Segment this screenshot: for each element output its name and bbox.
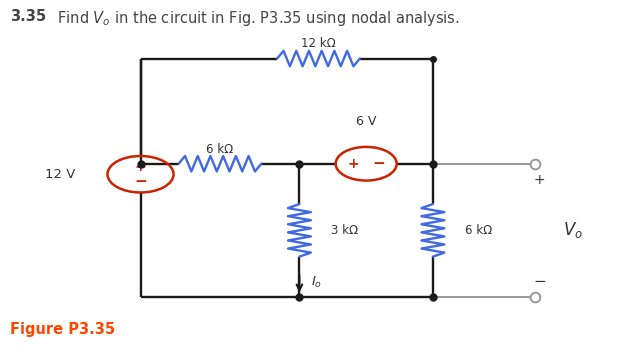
Text: −: −: [373, 156, 385, 171]
Text: 3 kΩ: 3 kΩ: [331, 224, 359, 237]
Text: 12 V: 12 V: [45, 168, 76, 181]
Text: +: +: [134, 159, 147, 174]
Text: 6 kΩ: 6 kΩ: [464, 224, 492, 237]
Text: Find $V_o$ in the circuit in Fig. P3.35 using nodal analysis.: Find $V_o$ in the circuit in Fig. P3.35 …: [48, 10, 460, 29]
Text: 6 kΩ: 6 kΩ: [206, 143, 234, 156]
Text: −: −: [134, 174, 147, 189]
Text: +: +: [534, 172, 545, 187]
Text: 6 V: 6 V: [356, 115, 376, 128]
Text: −: −: [533, 274, 546, 289]
Text: +: +: [348, 157, 359, 171]
Text: $V_o$: $V_o$: [563, 220, 583, 240]
Text: $I_o$: $I_o$: [311, 275, 322, 290]
Text: Figure P3.35: Figure P3.35: [10, 322, 115, 337]
Text: 12 kΩ: 12 kΩ: [301, 37, 336, 50]
Text: 3.35: 3.35: [10, 10, 47, 24]
